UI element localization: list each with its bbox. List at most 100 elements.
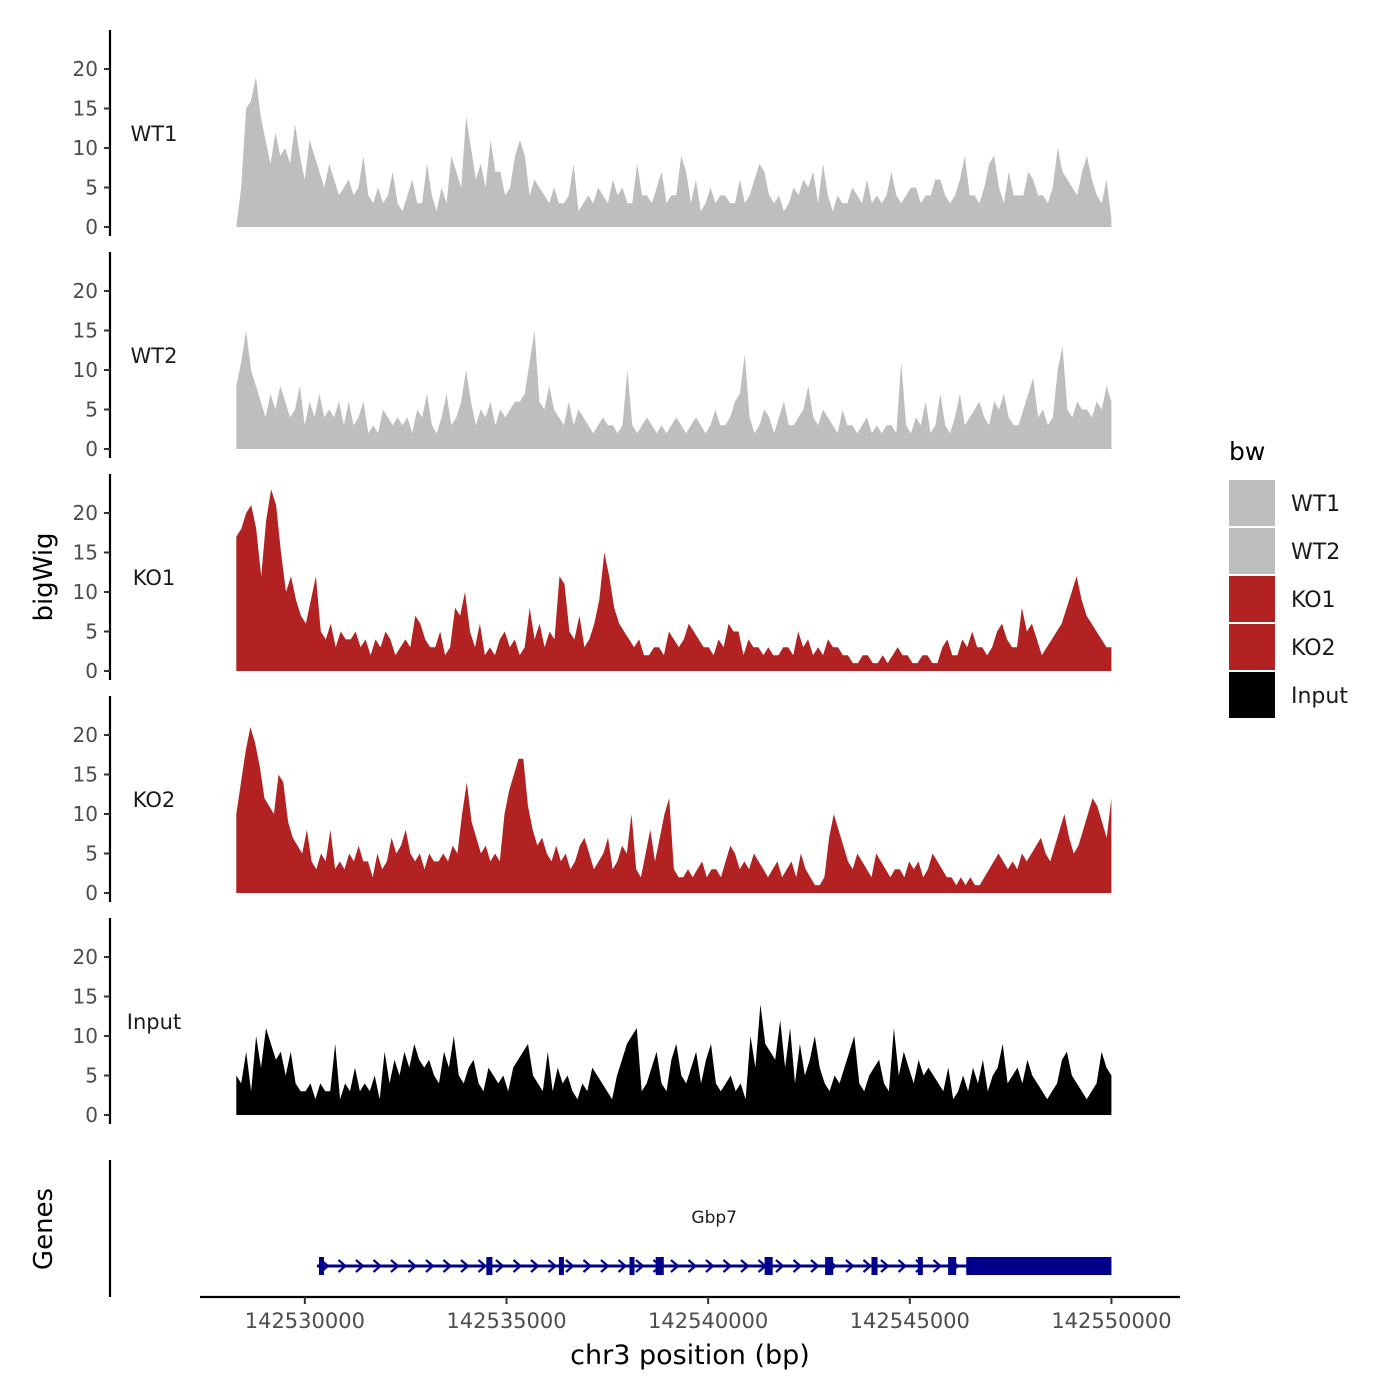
legend-label-ko2: KO2 xyxy=(1291,636,1336,661)
strand-arrow xyxy=(880,1259,890,1273)
y-tick-label: 0 xyxy=(85,215,98,239)
legend-label-ko1: KO1 xyxy=(1291,588,1336,613)
y-tick-label: 5 xyxy=(85,1064,98,1088)
strand-arrow xyxy=(390,1259,400,1273)
strand-arrow xyxy=(845,1259,855,1273)
gene-exon xyxy=(917,1257,923,1275)
strand-arrow xyxy=(792,1259,803,1273)
legend-key-input xyxy=(1229,672,1275,718)
y-tick-label: 15 xyxy=(73,985,98,1009)
strand-arrow xyxy=(722,1259,733,1273)
y-tick-label: 5 xyxy=(85,620,98,644)
track-input: 0 5 10 15 20 Input xyxy=(73,918,1112,1127)
gene-label: Gbp7 xyxy=(691,1208,737,1228)
strand-arrow xyxy=(740,1259,750,1273)
gene-exon xyxy=(825,1257,834,1275)
strand-arrow xyxy=(810,1259,820,1273)
y-tick-label: 10 xyxy=(73,580,98,604)
y-tick-label: 15 xyxy=(73,97,98,121)
track-label: WT2 xyxy=(131,344,178,368)
track-area-input xyxy=(236,1004,1112,1115)
track-area-wt2 xyxy=(236,330,1112,449)
y-tick-label: 20 xyxy=(73,723,98,747)
strand-arrow xyxy=(337,1259,348,1273)
strand-arrow xyxy=(617,1259,628,1273)
gene-exon xyxy=(558,1257,564,1275)
strand-arrow xyxy=(862,1259,873,1273)
gene-exon xyxy=(948,1257,957,1275)
y-tick-label: 0 xyxy=(85,659,98,683)
strand-arrow xyxy=(600,1259,610,1273)
gene-exon xyxy=(318,1257,324,1275)
y-tick-label: 20 xyxy=(73,279,98,303)
y-tick-label: 20 xyxy=(73,57,98,81)
y-tick-label: 5 xyxy=(85,842,98,866)
strand-arrow xyxy=(635,1259,645,1273)
strand-arrow xyxy=(932,1259,943,1273)
y-tick-label: 20 xyxy=(73,501,98,525)
strand-arrow xyxy=(705,1259,715,1273)
gene-exon xyxy=(764,1257,773,1275)
x-axis: 142530000 142535000 142540000 142545000 1425… xyxy=(200,1295,1180,1333)
track-label: KO2 xyxy=(133,788,176,812)
strand-arrow xyxy=(372,1259,383,1273)
strand-arrow xyxy=(355,1259,365,1273)
bigwig-tracks: 0 5 10 15 20 WT1 0 5 10 15 20 WT2 0 5 10 15 20 KO1 0 5 10 15 2… xyxy=(73,30,1112,1127)
legend-label-wt2: WT2 xyxy=(1291,540,1340,565)
y-tick-label: 5 xyxy=(85,398,98,422)
track-wt1: 0 5 10 15 20 WT1 xyxy=(73,30,1112,239)
genes-panel: Gbp7 xyxy=(108,1160,1112,1297)
x-tick-label: 142535000 xyxy=(446,1309,566,1333)
y-tick-label: 0 xyxy=(85,1103,98,1127)
y-tick-label: 10 xyxy=(73,136,98,160)
strand-arrow xyxy=(530,1259,540,1273)
strand-arrow xyxy=(547,1259,558,1273)
gene-exon xyxy=(486,1257,493,1275)
y-tick-label: 15 xyxy=(73,763,98,787)
gene-exon xyxy=(966,1257,1112,1275)
x-tick-label: 142540000 xyxy=(648,1309,768,1333)
strand-arrow xyxy=(775,1259,785,1273)
legend-label-wt1: WT1 xyxy=(1291,492,1340,517)
y-tick-label: 5 xyxy=(85,176,98,200)
strand-arrow xyxy=(565,1259,575,1273)
gene-exon xyxy=(871,1257,878,1275)
track-label: WT1 xyxy=(131,122,178,146)
track-ko2: 0 5 10 15 20 KO2 xyxy=(73,696,1112,905)
strand-arrow xyxy=(477,1259,488,1273)
y-tick-label: 0 xyxy=(85,437,98,461)
x-tick-label: 142530000 xyxy=(245,1309,365,1333)
track-area-ko2 xyxy=(236,727,1112,893)
strand-arrow xyxy=(512,1259,523,1273)
track-area-wt1 xyxy=(236,76,1112,228)
y-tick-label: 10 xyxy=(73,1024,98,1048)
strand-arrow xyxy=(897,1259,908,1273)
legend-title: bw xyxy=(1229,437,1265,466)
genes-panel-title: Genes xyxy=(29,1188,59,1270)
strand-arrow xyxy=(460,1259,470,1273)
strand-arrow xyxy=(495,1259,505,1273)
strand-arrow xyxy=(582,1259,593,1273)
strand-arrow xyxy=(670,1259,680,1273)
legend-key-ko1 xyxy=(1229,576,1275,622)
legend-key-wt2 xyxy=(1229,528,1275,574)
y-tick-label: 20 xyxy=(73,945,98,969)
strand-arrow xyxy=(442,1259,453,1273)
gene-exon xyxy=(655,1257,664,1275)
y-tick-label: 10 xyxy=(73,358,98,382)
track-ko1: 0 5 10 15 20 KO1 xyxy=(73,474,1112,683)
y-tick-label: 0 xyxy=(85,881,98,905)
strand-arrow xyxy=(687,1259,698,1273)
y-tick-label: 15 xyxy=(73,541,98,565)
legend-key-wt1 xyxy=(1229,480,1275,526)
strand-arrow xyxy=(407,1259,418,1273)
y-tick-label: 15 xyxy=(73,319,98,343)
y-tick-label: 10 xyxy=(73,802,98,826)
track-label: KO1 xyxy=(133,566,176,590)
legend-label-input: Input xyxy=(1291,684,1348,709)
gene-exon xyxy=(629,1257,635,1275)
track-wt2: 0 5 10 15 20 WT2 xyxy=(73,252,1112,461)
legend-key-ko2 xyxy=(1229,624,1275,670)
legend: bw WT1 WT2 KO1 KO2 Input xyxy=(1229,437,1348,718)
